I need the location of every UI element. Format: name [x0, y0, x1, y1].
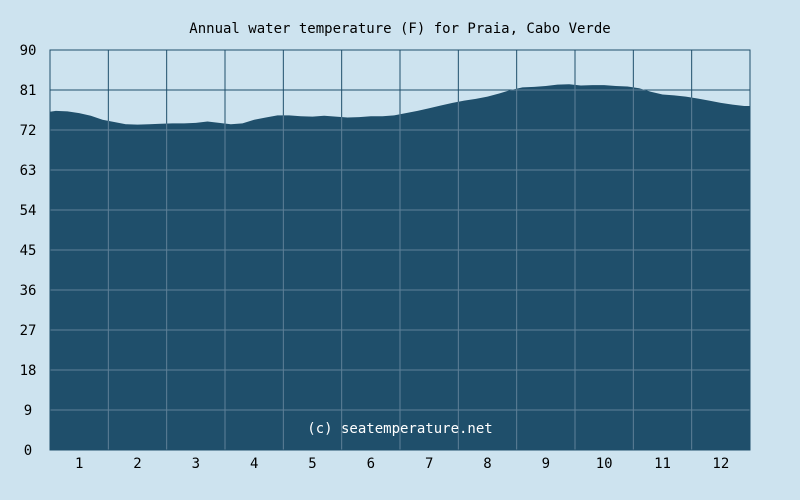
- y-tick-label: 72: [20, 123, 37, 139]
- x-tick-label: 11: [654, 456, 671, 472]
- y-tick-label: 27: [20, 323, 37, 339]
- x-tick-label: 8: [483, 456, 491, 472]
- y-tick-label: 9: [24, 403, 32, 419]
- y-tick-label: 54: [20, 203, 37, 219]
- x-tick-label: 6: [367, 456, 375, 472]
- plot-border: [49, 49, 751, 451]
- x-tick-label: 12: [712, 456, 729, 472]
- x-tick-label: 2: [133, 456, 141, 472]
- x-tick-label: 9: [542, 456, 550, 472]
- x-tick-label: 1: [75, 456, 83, 472]
- y-tick-label: 36: [20, 283, 37, 299]
- y-tick-label: 45: [20, 243, 37, 259]
- watermark-text: (c) seatemperature.net: [307, 421, 492, 437]
- x-tick-label: 3: [192, 456, 200, 472]
- y-tick-label: 90: [20, 43, 37, 59]
- x-tick-label: 10: [596, 456, 613, 472]
- y-tick-label: 81: [20, 83, 37, 99]
- x-tick-label: 7: [425, 456, 433, 472]
- x-tick-label: 4: [250, 456, 258, 472]
- y-tick-label: 18: [20, 363, 37, 379]
- chart-title: Annual water temperature (F) for Praia, …: [189, 21, 610, 37]
- y-tick-label: 63: [20, 163, 37, 179]
- y-tick-label: 0: [24, 443, 32, 459]
- x-tick-label: 5: [308, 456, 316, 472]
